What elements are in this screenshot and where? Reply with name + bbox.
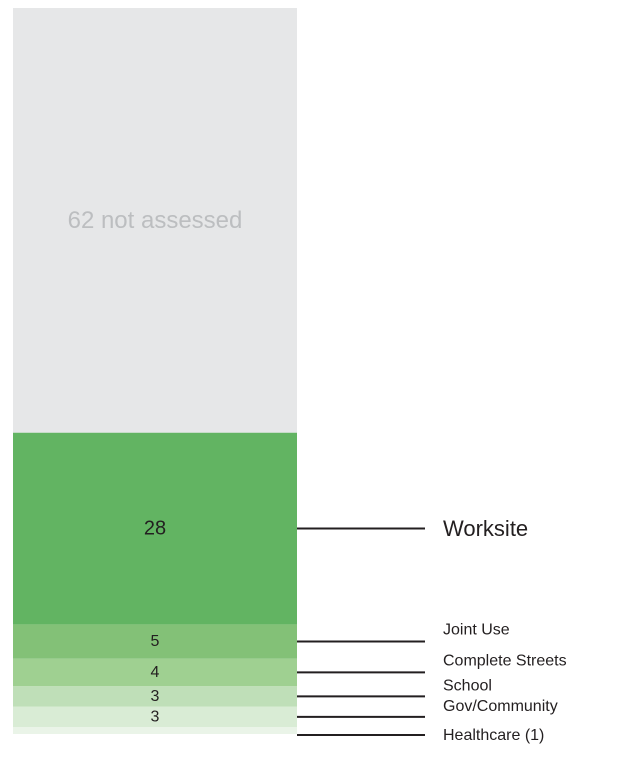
callout-label-school: School [443, 677, 492, 694]
bar-segment-healthcare-1 [13, 727, 297, 734]
bar-label-school: 3 [151, 688, 160, 705]
bar-segment-complete-streets [13, 658, 297, 687]
callout-label-complete-streets: Complete Streets [443, 652, 567, 669]
bar-segment-not-assessed [13, 8, 297, 433]
callout-label-healthcare-1: Healthcare (1) [443, 727, 544, 744]
bar-segment-school [13, 686, 297, 707]
bar-label-joint-use: 5 [151, 633, 160, 650]
callout-label-gov-community: Gov/Community [443, 698, 558, 715]
callout-label-worksite: Worksite [443, 516, 528, 541]
bar-label-worksite: 28 [144, 518, 166, 540]
bar-label-complete-streets: 4 [151, 664, 160, 681]
bar-segment-joint-use [13, 624, 297, 659]
bar-segment-gov-community [13, 706, 297, 728]
bar-label-gov-community: 3 [151, 708, 160, 725]
callout-label-joint-use: Joint Use [443, 622, 510, 639]
bar-segment-worksite [13, 432, 297, 625]
bar-label-not-assessed: 62 not assessed [68, 207, 243, 234]
